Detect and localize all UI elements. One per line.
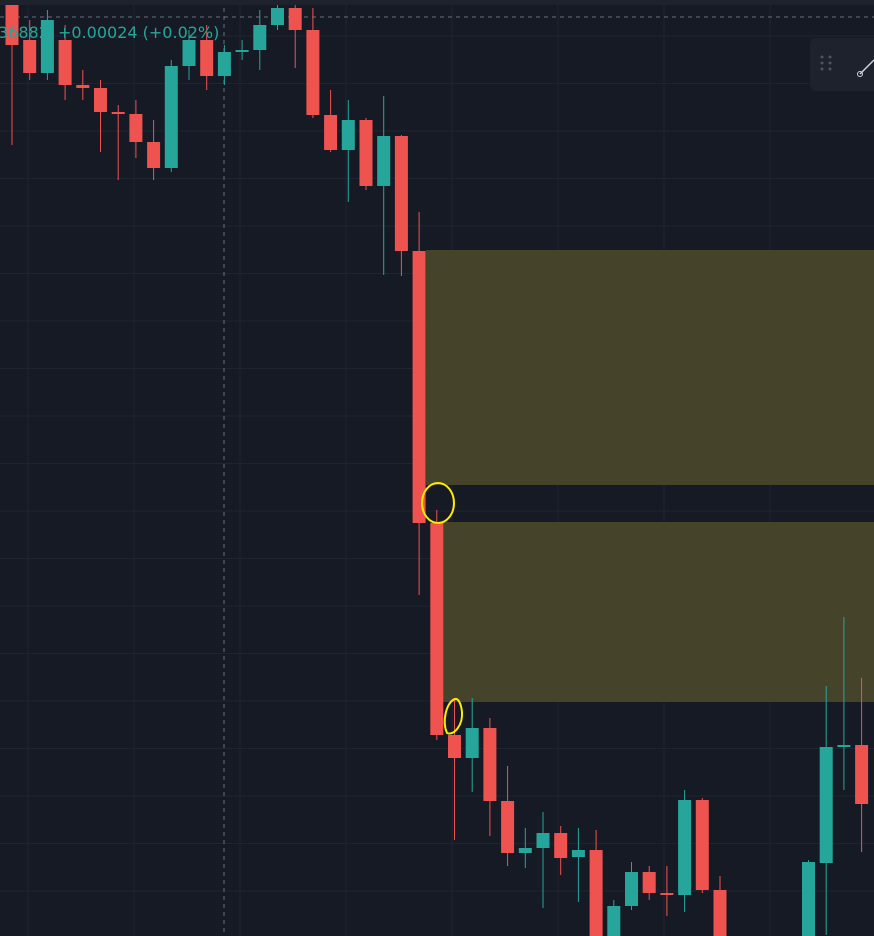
- candle-body: [855, 745, 869, 804]
- trend-line-tool[interactable]: [857, 71, 863, 77]
- candle-body: [536, 833, 550, 848]
- candle-body: [448, 735, 461, 758]
- candle-body: [147, 142, 161, 168]
- candle-body: [377, 136, 391, 186]
- candle-body: [111, 112, 125, 114]
- candle-body: [359, 120, 373, 186]
- candle-body: [607, 906, 621, 936]
- candle-body: [306, 30, 320, 115]
- status-price: 36882: [0, 23, 49, 42]
- candle-body: [695, 800, 709, 890]
- candle-body: [394, 136, 408, 251]
- candle-body: [412, 251, 426, 523]
- candle-body: [465, 728, 479, 758]
- candle-body: [23, 40, 37, 73]
- candle-body: [625, 872, 638, 906]
- drag-handle[interactable]: [820, 55, 832, 71]
- candle-body: [642, 872, 656, 893]
- toolbar-panel[interactable]: [810, 38, 874, 91]
- candle-body: [554, 833, 568, 858]
- toolbar[interactable]: [810, 38, 874, 91]
- candle-body: [430, 523, 444, 735]
- candle-body: [324, 115, 338, 150]
- candle-body: [94, 88, 107, 112]
- candle-body: [200, 40, 214, 76]
- candle-body: [819, 747, 833, 863]
- candle-body: [802, 862, 815, 936]
- candle-body: [271, 8, 284, 25]
- highlight-circle: [443, 697, 464, 735]
- candle-body: [288, 8, 302, 30]
- candle-body: [660, 893, 674, 895]
- candle-body: [518, 848, 532, 853]
- candle-body: [40, 20, 54, 73]
- candle-body: [678, 800, 692, 895]
- candle-body: [837, 745, 851, 747]
- zone-box: [426, 250, 874, 485]
- candle-body: [76, 85, 90, 88]
- candle-body: [5, 5, 19, 45]
- trend-line-tool[interactable]: [859, 59, 874, 75]
- candle-body: [253, 25, 267, 50]
- candle-body: [341, 120, 355, 150]
- candle-body: [571, 850, 585, 857]
- candle-body: [235, 50, 249, 52]
- candles: [5, 0, 869, 936]
- candle-body: [483, 728, 497, 801]
- candle-body: [182, 40, 196, 66]
- candle-body: [713, 890, 727, 936]
- candle-body: [58, 40, 72, 85]
- status-change: +0.00024 (+0.02%): [58, 23, 219, 42]
- top-border: [0, 0, 874, 5]
- candle-body: [164, 66, 178, 168]
- highlight-circle: [421, 482, 455, 524]
- zone-box: [443, 522, 874, 702]
- candle-body: [129, 114, 143, 142]
- candle-body: [589, 850, 603, 936]
- candle-body: [217, 52, 231, 76]
- candle-body: [501, 801, 515, 853]
